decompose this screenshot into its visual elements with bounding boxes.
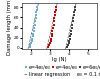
Point — [36, 12, 37, 13]
Point — [33, 27, 35, 28]
Point — [50, 41, 51, 42]
Point — [74, 7, 76, 8]
Point — [47, 46, 49, 48]
Point — [70, 33, 72, 34]
Point — [70, 36, 71, 37]
Point — [66, 46, 68, 48]
Point — [32, 36, 34, 37]
Point — [72, 17, 74, 19]
Point — [51, 33, 53, 34]
Point — [32, 33, 34, 34]
Point — [55, 9, 57, 10]
Y-axis label: Damage length (mm): Damage length (mm) — [7, 0, 12, 55]
Point — [54, 17, 55, 19]
Point — [69, 38, 71, 39]
Point — [34, 20, 36, 22]
Point — [34, 24, 36, 25]
Point — [74, 9, 75, 10]
X-axis label: lg (N): lg (N) — [52, 57, 67, 62]
Point — [72, 20, 73, 22]
Point — [71, 24, 73, 25]
Point — [51, 36, 52, 37]
Point — [53, 20, 55, 22]
Legend: linear regression, e₀ = 0.1 mm: linear regression, e₀ = 0.1 mm — [24, 72, 100, 77]
Point — [73, 14, 74, 15]
Point — [67, 45, 69, 46]
Point — [54, 14, 56, 15]
Point — [68, 43, 70, 44]
Point — [36, 9, 38, 10]
Point — [29, 46, 30, 48]
Point — [53, 24, 54, 25]
Point — [55, 7, 57, 8]
Point — [31, 43, 32, 44]
Point — [73, 12, 75, 13]
Point — [31, 41, 33, 42]
Point — [68, 41, 70, 42]
Point — [49, 43, 51, 44]
Point — [71, 27, 72, 28]
Point — [48, 45, 50, 46]
Point — [32, 38, 33, 39]
Point — [52, 30, 53, 31]
Point — [70, 30, 72, 31]
Point — [30, 45, 31, 46]
Point — [37, 7, 38, 8]
Point — [35, 17, 36, 19]
Point — [50, 38, 52, 39]
Point — [52, 27, 54, 28]
Point — [54, 12, 56, 13]
Point — [33, 30, 34, 31]
Point — [35, 14, 37, 15]
